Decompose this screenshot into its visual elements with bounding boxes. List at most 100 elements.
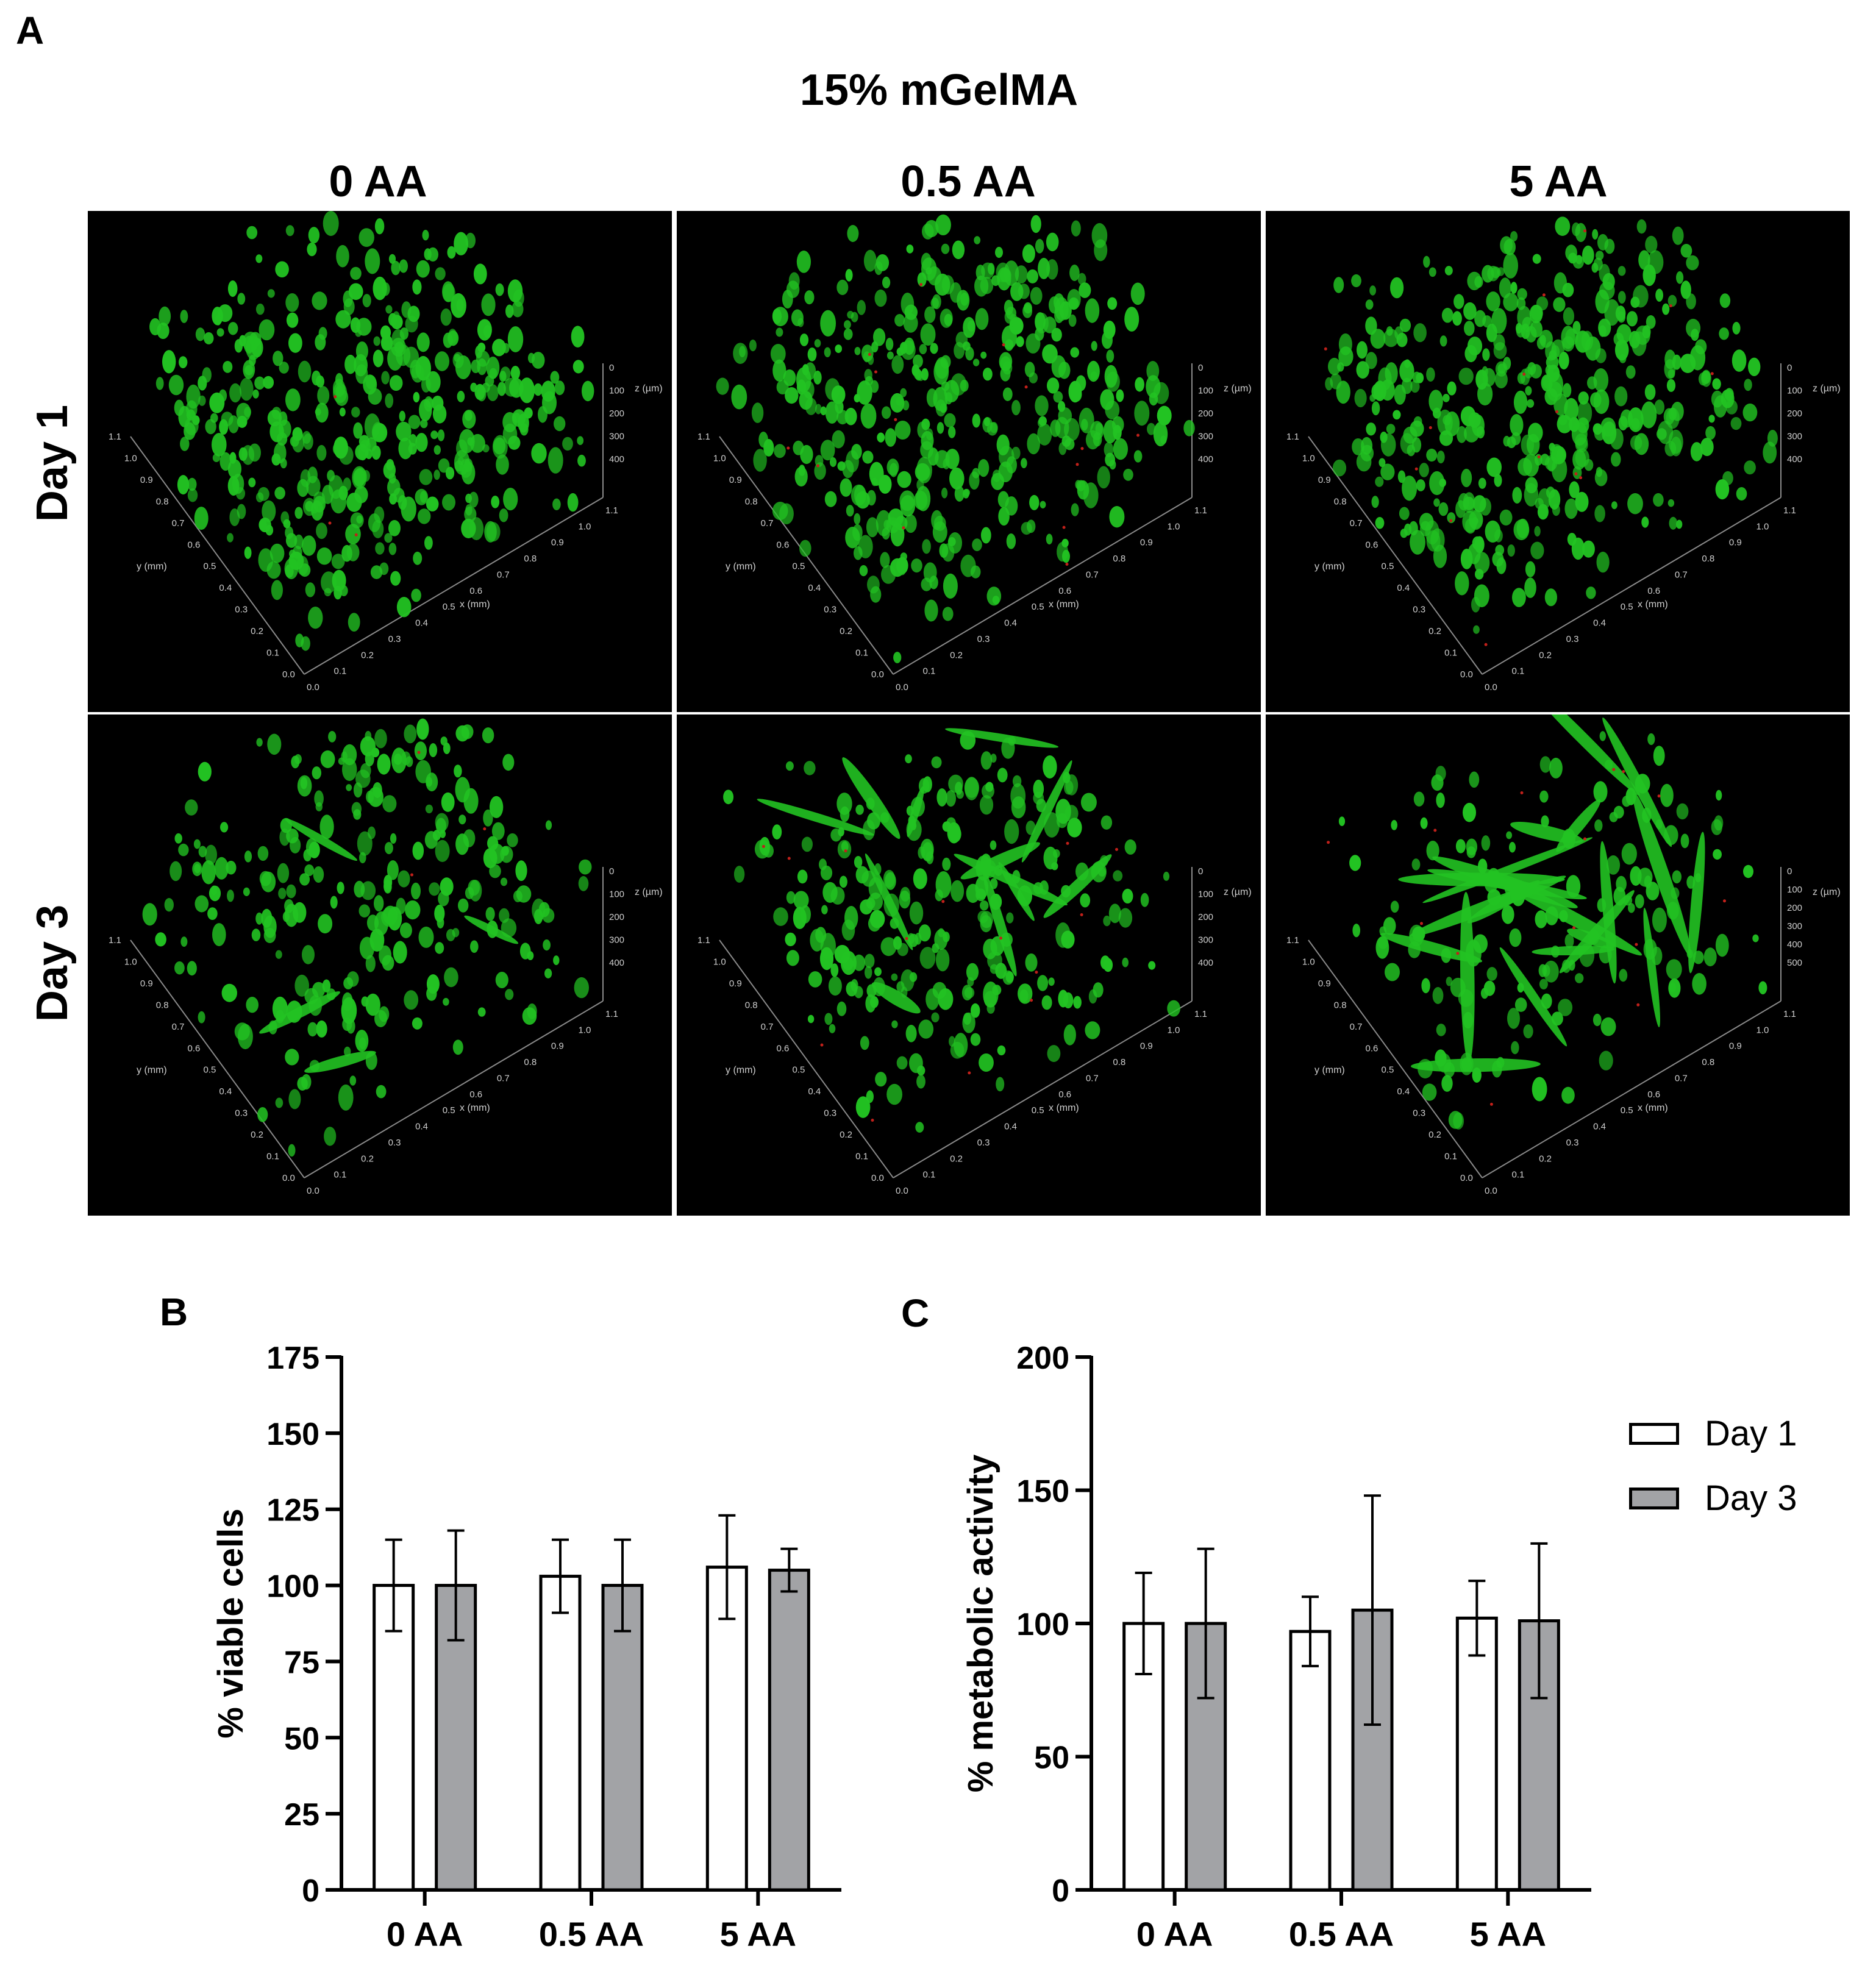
live-cell: [859, 565, 868, 577]
live-cell: [305, 582, 316, 597]
live-cell: [923, 562, 937, 583]
live-cell: [278, 888, 287, 899]
x-tick-label: 0.7: [1086, 569, 1099, 580]
live-cell: [1124, 839, 1136, 855]
live-cell: [212, 454, 220, 462]
z-tick-label: 300: [1787, 921, 1802, 932]
live-cell: [1593, 257, 1603, 271]
live-cell: [996, 1077, 1005, 1092]
live-cell: [218, 389, 227, 402]
live-cell: [507, 833, 518, 847]
dead-cell: [894, 418, 897, 421]
live-cell: [1743, 864, 1753, 878]
dead-cell: [1622, 770, 1625, 774]
y-tick-label: 0.1: [855, 648, 868, 658]
live-cell: [1018, 983, 1033, 1004]
live-cell: [159, 306, 171, 326]
live-cell: [915, 1122, 924, 1133]
live-cell: [1085, 430, 1100, 450]
y-tick-label: 1.1: [697, 935, 710, 946]
live-cell: [944, 392, 953, 405]
dead-cell: [1062, 526, 1066, 529]
live-cell: [1027, 269, 1038, 283]
live-cell: [1530, 541, 1544, 560]
live-cell: [967, 977, 974, 987]
column-header-0-5-aa: 0.5 AA: [901, 157, 1036, 206]
live-cell: [835, 400, 844, 414]
live-cell: [373, 349, 383, 368]
live-cell: [391, 260, 401, 276]
live-cell: [198, 846, 207, 858]
y-tick-label: 0.2: [840, 1130, 852, 1140]
live-cell: [469, 880, 482, 902]
x-tick-label: 0.5: [443, 602, 455, 612]
live-cell: [388, 313, 397, 326]
live-cell: [1563, 383, 1572, 397]
live-cell: [1619, 969, 1628, 982]
x-tick-label: 0.2: [361, 650, 374, 660]
live-cell: [1602, 421, 1617, 444]
live-cell: [992, 596, 1000, 605]
z-tick-label: 0: [1198, 363, 1203, 373]
live-cell: [435, 942, 444, 954]
live-cell: [243, 887, 250, 896]
live-cell: [1106, 371, 1120, 392]
x-tick-label: 1.1: [605, 1009, 618, 1019]
x-tick-label: 0.9: [551, 1041, 564, 1052]
x-tick-label: 1.1: [1194, 505, 1207, 516]
live-cell: [866, 517, 879, 538]
z-tick-label: 200: [609, 912, 624, 922]
live-cell: [433, 469, 440, 480]
live-cell: [577, 454, 586, 467]
live-cell: [924, 599, 938, 622]
live-cell: [496, 454, 509, 475]
live-cell: [420, 419, 428, 429]
x-tick-label: 0.5: [1032, 1105, 1044, 1116]
y-tick-label: 1.0: [1302, 957, 1315, 967]
live-cell: [918, 374, 924, 381]
y-axis-label: % viable cells: [211, 1508, 251, 1738]
live-cell: [1486, 457, 1502, 477]
live-cell: [435, 351, 449, 371]
live-cell: [893, 652, 902, 663]
y-tick-label: 0.6: [777, 1043, 790, 1053]
live-cell: [948, 774, 963, 793]
live-cell: [1104, 442, 1114, 457]
live-cell: [1413, 791, 1425, 807]
live-cell: [316, 522, 327, 540]
live-cell: [1503, 252, 1518, 279]
live-cell: [1463, 496, 1475, 510]
live-cell: [1575, 255, 1583, 265]
live-cell: [258, 548, 274, 572]
y-axis-line: [130, 436, 305, 675]
live-cell: [1002, 387, 1013, 401]
live-cell: [1621, 843, 1637, 865]
live-cell: [1711, 819, 1722, 835]
y-tick-label: 0.2: [1428, 1130, 1441, 1140]
live-cell: [413, 551, 423, 565]
live-cell: [855, 804, 864, 815]
live-cell: [1628, 903, 1635, 913]
live-cell: [861, 344, 874, 362]
live-cell: [1529, 304, 1543, 324]
live-cell: [433, 445, 441, 455]
live-cell: [318, 914, 333, 934]
dead-cell: [1636, 1003, 1640, 1007]
live-cell: [1716, 789, 1722, 801]
y-axis-line: [1308, 939, 1483, 1178]
spread-cell: [945, 728, 1059, 748]
live-cell: [240, 377, 254, 401]
live-cell: [458, 814, 466, 825]
live-cell: [807, 347, 817, 362]
live-cell: [533, 383, 543, 396]
live-cell: [1600, 1017, 1616, 1036]
live-cell: [328, 475, 343, 499]
live-cell: [1371, 496, 1379, 508]
live-cell: [926, 428, 933, 441]
live-cell: [1091, 341, 1097, 351]
live-cell: [852, 524, 863, 541]
live-cell: [1512, 486, 1522, 504]
live-cell: [194, 507, 209, 530]
z-axis-label: z (µm): [1813, 383, 1841, 394]
live-cell: [228, 322, 238, 335]
